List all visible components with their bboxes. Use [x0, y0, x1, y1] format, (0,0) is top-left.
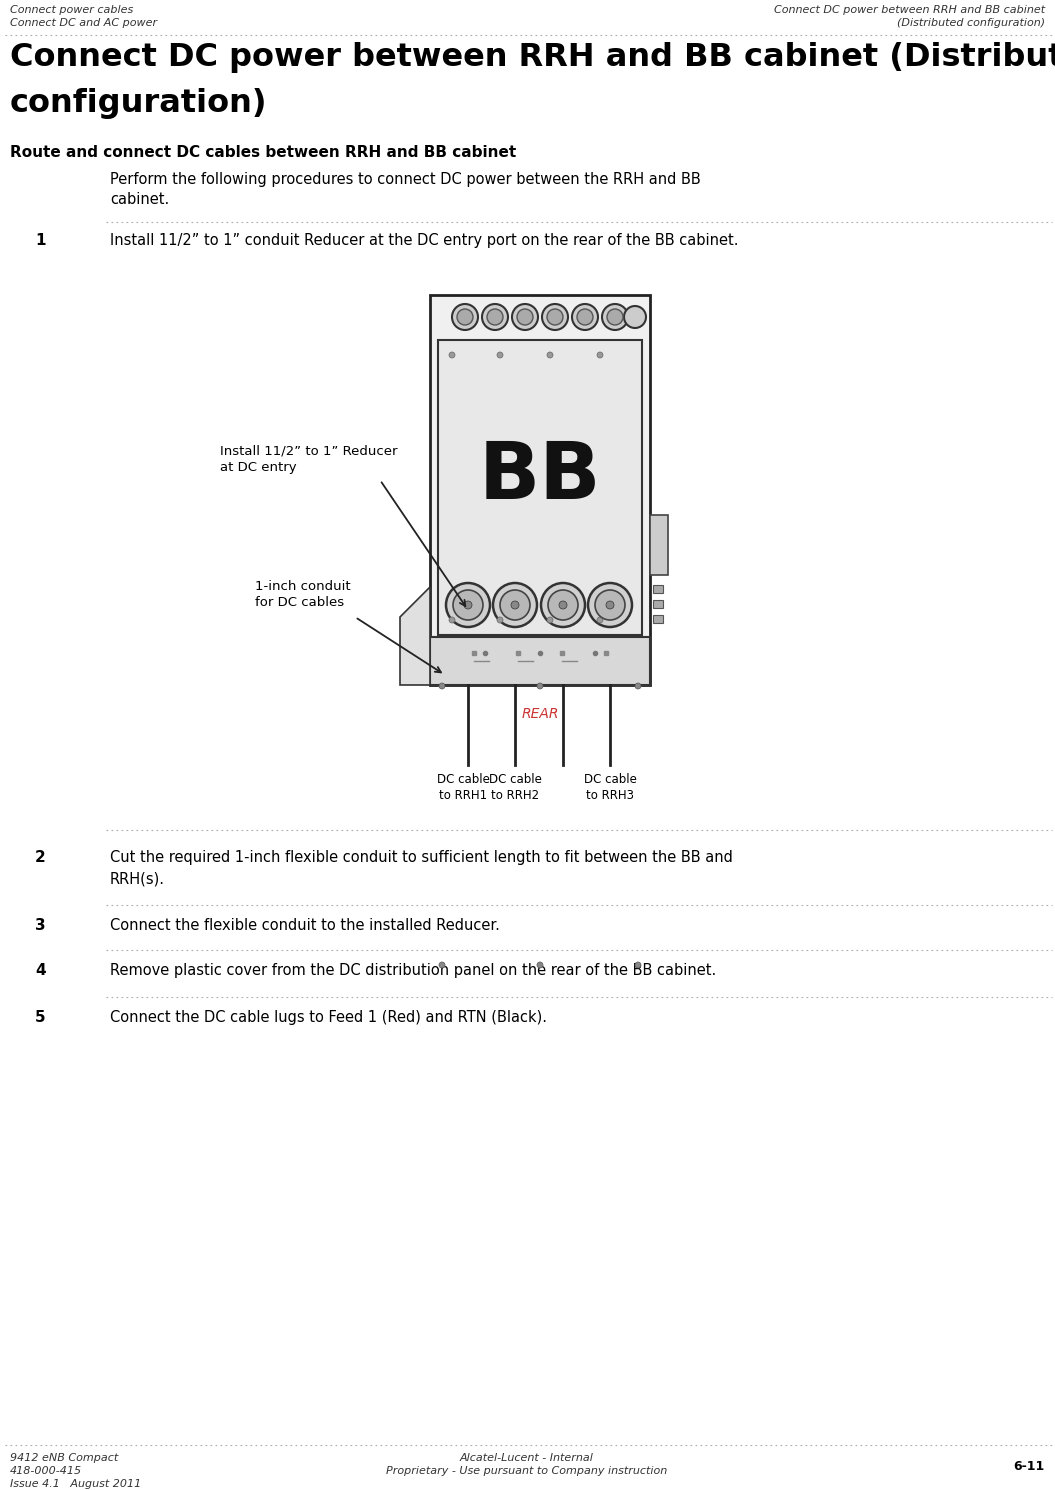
Circle shape [624, 305, 646, 328]
Circle shape [537, 963, 543, 969]
Text: DC cable
to RRH3: DC cable to RRH3 [583, 773, 636, 802]
Circle shape [439, 963, 445, 969]
Circle shape [482, 304, 509, 329]
Circle shape [542, 304, 568, 329]
Text: DC cable
to RRH1: DC cable to RRH1 [437, 773, 490, 802]
Bar [653, 615, 663, 623]
Circle shape [446, 583, 490, 627]
Text: Connect the flexible conduit to the installed Reducer.: Connect the flexible conduit to the inst… [110, 918, 500, 933]
Circle shape [606, 600, 614, 609]
Text: cabinet.: cabinet. [110, 192, 169, 207]
Text: 5: 5 [35, 1010, 45, 1025]
Circle shape [635, 963, 641, 969]
Bar [650, 516, 668, 575]
Text: configuration): configuration) [9, 88, 268, 119]
Bar [430, 295, 650, 685]
Text: 1-inch conduit
for DC cables: 1-inch conduit for DC cables [255, 580, 350, 609]
Text: 2: 2 [35, 849, 45, 866]
Circle shape [537, 682, 543, 688]
Bar [438, 340, 642, 635]
Bar [653, 586, 663, 593]
Circle shape [493, 583, 537, 627]
Text: Connect DC power between RRH and BB cabinet (Distributed: Connect DC power between RRH and BB cabi… [9, 42, 1055, 73]
Bar [430, 638, 650, 685]
Circle shape [546, 617, 553, 623]
Circle shape [464, 600, 472, 609]
Text: Connect DC power between RRH and BB cabinet: Connect DC power between RRH and BB cabi… [774, 4, 1046, 15]
Text: RRH(s).: RRH(s). [110, 872, 165, 887]
Circle shape [546, 352, 553, 358]
Circle shape [439, 682, 445, 688]
Text: Install 11/2” to 1” Reducer
at DC entry: Install 11/2” to 1” Reducer at DC entry [220, 446, 398, 474]
Text: Proprietary - Use pursuant to Company instruction: Proprietary - Use pursuant to Company in… [386, 1466, 668, 1477]
Text: Connect the DC cable lugs to Feed 1 (Red) and RTN (Black).: Connect the DC cable lugs to Feed 1 (Red… [110, 1010, 546, 1025]
Text: (Distributed configuration): (Distributed configuration) [897, 18, 1046, 28]
Text: 4: 4 [35, 963, 45, 977]
Text: Connect DC and AC power: Connect DC and AC power [9, 18, 157, 28]
Text: DC cable
to RRH2: DC cable to RRH2 [488, 773, 541, 802]
Circle shape [597, 617, 603, 623]
Circle shape [497, 352, 503, 358]
Circle shape [500, 590, 530, 620]
Text: Install 11/2” to 1” conduit Reducer at the DC entry port on the rear of the BB c: Install 11/2” to 1” conduit Reducer at t… [110, 232, 738, 247]
Circle shape [449, 617, 455, 623]
Text: REAR: REAR [521, 706, 559, 721]
Text: 9412 eNB Compact: 9412 eNB Compact [9, 1453, 118, 1463]
Text: Issue 4.1   August 2011: Issue 4.1 August 2011 [9, 1480, 141, 1489]
Circle shape [452, 304, 478, 329]
Bar [653, 600, 663, 608]
Circle shape [497, 617, 503, 623]
Circle shape [572, 304, 598, 329]
Circle shape [487, 308, 503, 325]
Circle shape [449, 352, 455, 358]
Circle shape [512, 304, 538, 329]
Text: 418-000-415: 418-000-415 [9, 1466, 82, 1477]
Text: Remove plastic cover from the DC distribution panel on the rear of the BB cabine: Remove plastic cover from the DC distrib… [110, 963, 716, 977]
Circle shape [541, 583, 586, 627]
Text: Cut the required 1-inch flexible conduit to sufficient length to fit between the: Cut the required 1-inch flexible conduit… [110, 849, 733, 866]
Circle shape [607, 308, 624, 325]
Text: Alcatel-Lucent - Internal: Alcatel-Lucent - Internal [460, 1453, 594, 1463]
Text: Perform the following procedures to connect DC power between the RRH and BB: Perform the following procedures to conn… [110, 171, 701, 188]
Text: 3: 3 [35, 918, 45, 933]
Circle shape [517, 308, 533, 325]
Circle shape [511, 600, 519, 609]
Circle shape [559, 600, 567, 609]
Circle shape [546, 308, 563, 325]
Text: BB: BB [479, 438, 601, 516]
Circle shape [577, 308, 593, 325]
Text: Route and connect DC cables between RRH and BB cabinet: Route and connect DC cables between RRH … [9, 145, 516, 159]
Text: Connect power cables: Connect power cables [9, 4, 133, 15]
Circle shape [635, 682, 641, 688]
Circle shape [602, 304, 628, 329]
Polygon shape [400, 587, 430, 685]
Circle shape [595, 590, 625, 620]
Circle shape [457, 308, 473, 325]
Circle shape [597, 352, 603, 358]
Circle shape [588, 583, 632, 627]
Circle shape [548, 590, 578, 620]
Circle shape [453, 590, 483, 620]
Text: 1: 1 [35, 232, 45, 247]
Text: 6-11: 6-11 [1014, 1460, 1046, 1474]
